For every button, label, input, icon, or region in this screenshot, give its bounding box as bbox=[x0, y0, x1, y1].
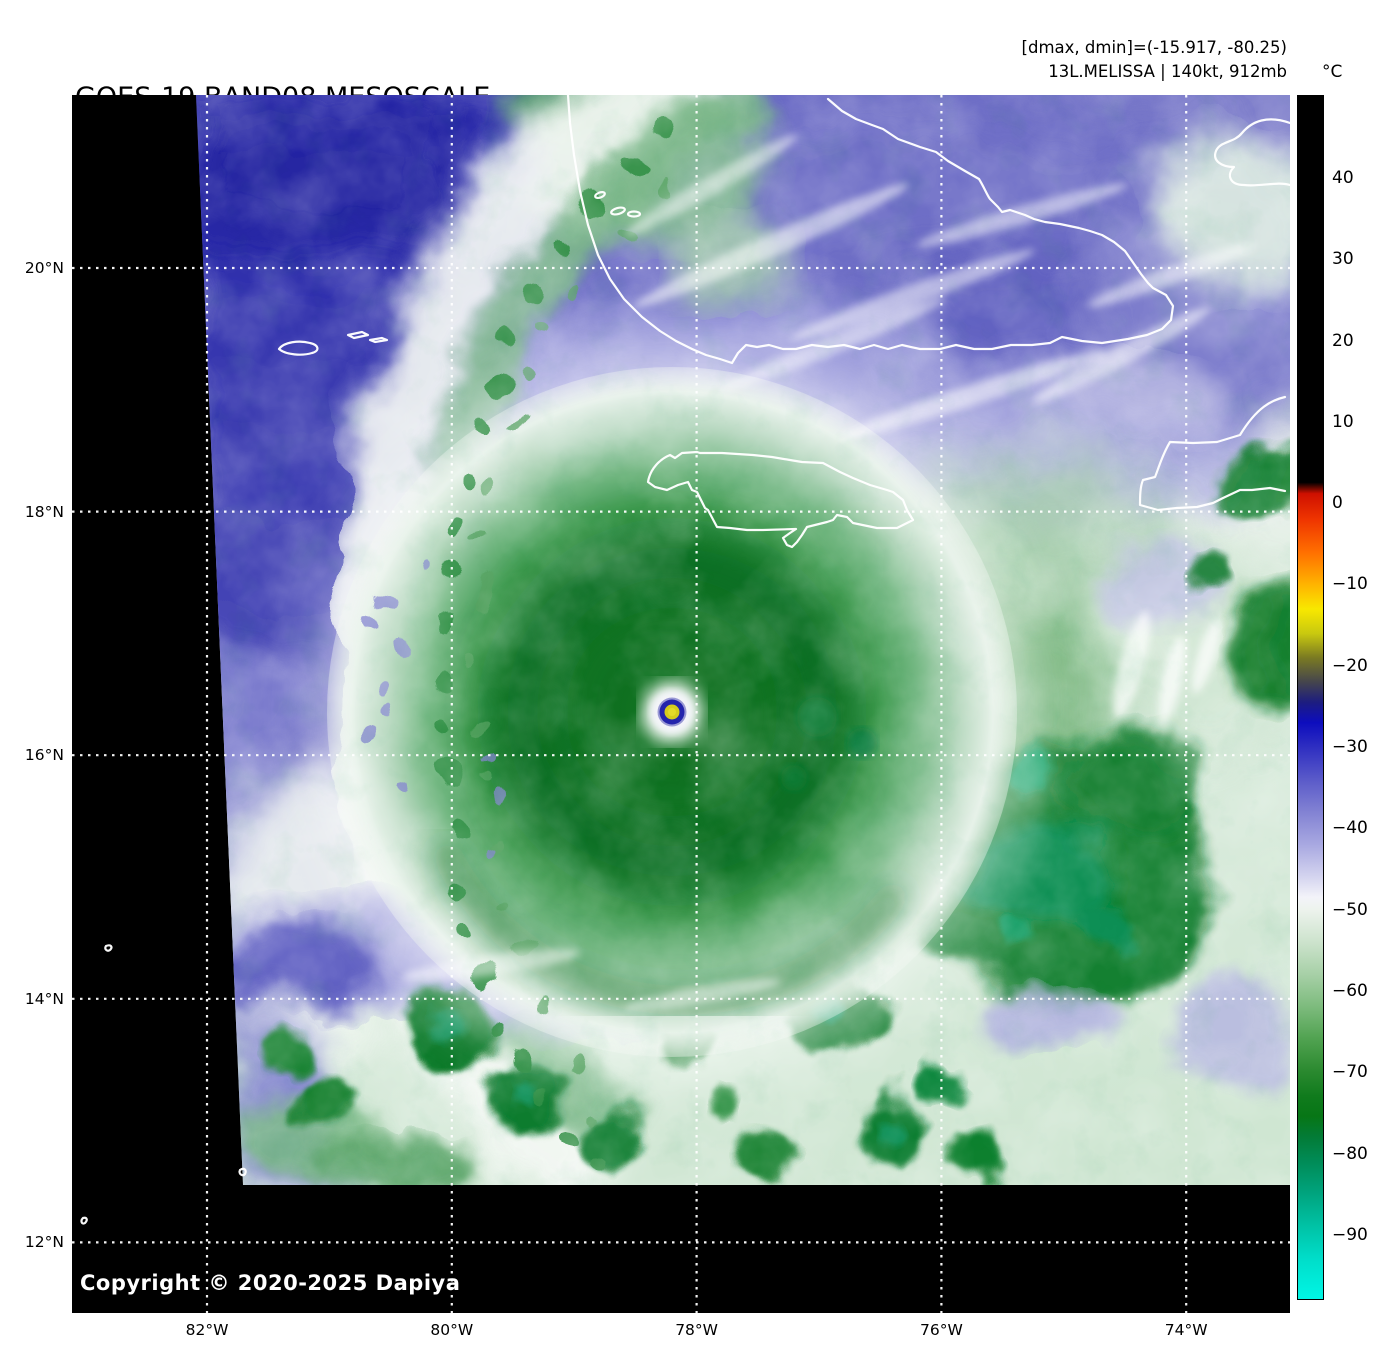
colorbar-tick--60: −60 bbox=[1332, 981, 1368, 1002]
lat-tick-label-18: 18°N bbox=[24, 502, 64, 521]
grand-cayman-coastline bbox=[277, 340, 319, 356]
colorbar-tick--90: −90 bbox=[1332, 1224, 1368, 1245]
lat-tick-label-12: 12°N bbox=[24, 1233, 64, 1252]
coastlines bbox=[80, 93, 1292, 1225]
lon-tick-label-74: 74°W bbox=[1164, 1321, 1208, 1339]
map-panel: Copyright © 2020-2025 Dapiya bbox=[72, 93, 1292, 1313]
lon-tick-label-80: 80°W bbox=[430, 1321, 474, 1339]
san-andres-island bbox=[80, 1216, 88, 1225]
lat-tick-label-14: 14°N bbox=[24, 989, 64, 1008]
dminmax-readout: [dmax, dmin]=(-15.917, -80.25) bbox=[1021, 38, 1287, 57]
colorbar-tick-20: 20 bbox=[1332, 330, 1354, 351]
cuban-cay-1 bbox=[610, 206, 626, 216]
lon-tick-label-82: 82°W bbox=[185, 1321, 229, 1339]
cuban-cay-2 bbox=[626, 210, 642, 218]
colorbar-unit-label: °C bbox=[1322, 62, 1343, 82]
lon-tick-label-76: 76°W bbox=[919, 1321, 963, 1339]
colorbar-tick-30: 30 bbox=[1332, 249, 1354, 270]
haiti-tiburon-coastline bbox=[1138, 395, 1287, 512]
colorbar-tick--20: −20 bbox=[1332, 655, 1368, 676]
colorbar-tick-0: 0 bbox=[1332, 493, 1343, 514]
lat-tick-label-16: 16°N bbox=[24, 746, 64, 765]
hurricane-eye bbox=[642, 682, 702, 742]
cloud-texture-dark bbox=[196, 95, 1290, 1185]
lat-tick-label-20: 20°N bbox=[24, 259, 64, 277]
little-cayman-coastline bbox=[368, 336, 389, 344]
colorbar-tick--30: −30 bbox=[1332, 737, 1368, 758]
data-sector bbox=[196, 95, 1290, 1185]
cuban-cay-3 bbox=[594, 190, 606, 200]
colorbar-tick--50: −50 bbox=[1332, 899, 1368, 920]
info-block: [dmax, dmin]=(-15.917, -80.25) 13L.MELIS… bbox=[1022, 36, 1287, 84]
colorbar-tick--10: −10 bbox=[1332, 574, 1368, 595]
pedro-cay bbox=[238, 1167, 247, 1177]
providencia-island bbox=[104, 944, 113, 952]
colorbar-tick--40: −40 bbox=[1332, 818, 1368, 839]
lon-tick-label-78: 78°W bbox=[675, 1321, 718, 1339]
cuba-coastline bbox=[566, 93, 1175, 365]
colorbar-tick-10: 10 bbox=[1332, 411, 1354, 432]
colorbar-tick-40: 40 bbox=[1332, 167, 1354, 188]
colorbar bbox=[1297, 95, 1324, 1300]
gridlines bbox=[72, 95, 1290, 1313]
colorbar-tick--80: −80 bbox=[1332, 1143, 1368, 1164]
storm-readout: 13L.MELISSA | 140kt, 912mb bbox=[1048, 62, 1287, 81]
haiti-north-coastline bbox=[1214, 118, 1292, 187]
colorbar-tick--70: −70 bbox=[1332, 1062, 1368, 1083]
cayman-brac-coastline bbox=[346, 330, 370, 340]
jamaica-coastline bbox=[646, 450, 915, 549]
satellite-imagery bbox=[72, 93, 1292, 1313]
copyright-text: Copyright © 2020-2025 Dapiya bbox=[80, 1271, 461, 1295]
